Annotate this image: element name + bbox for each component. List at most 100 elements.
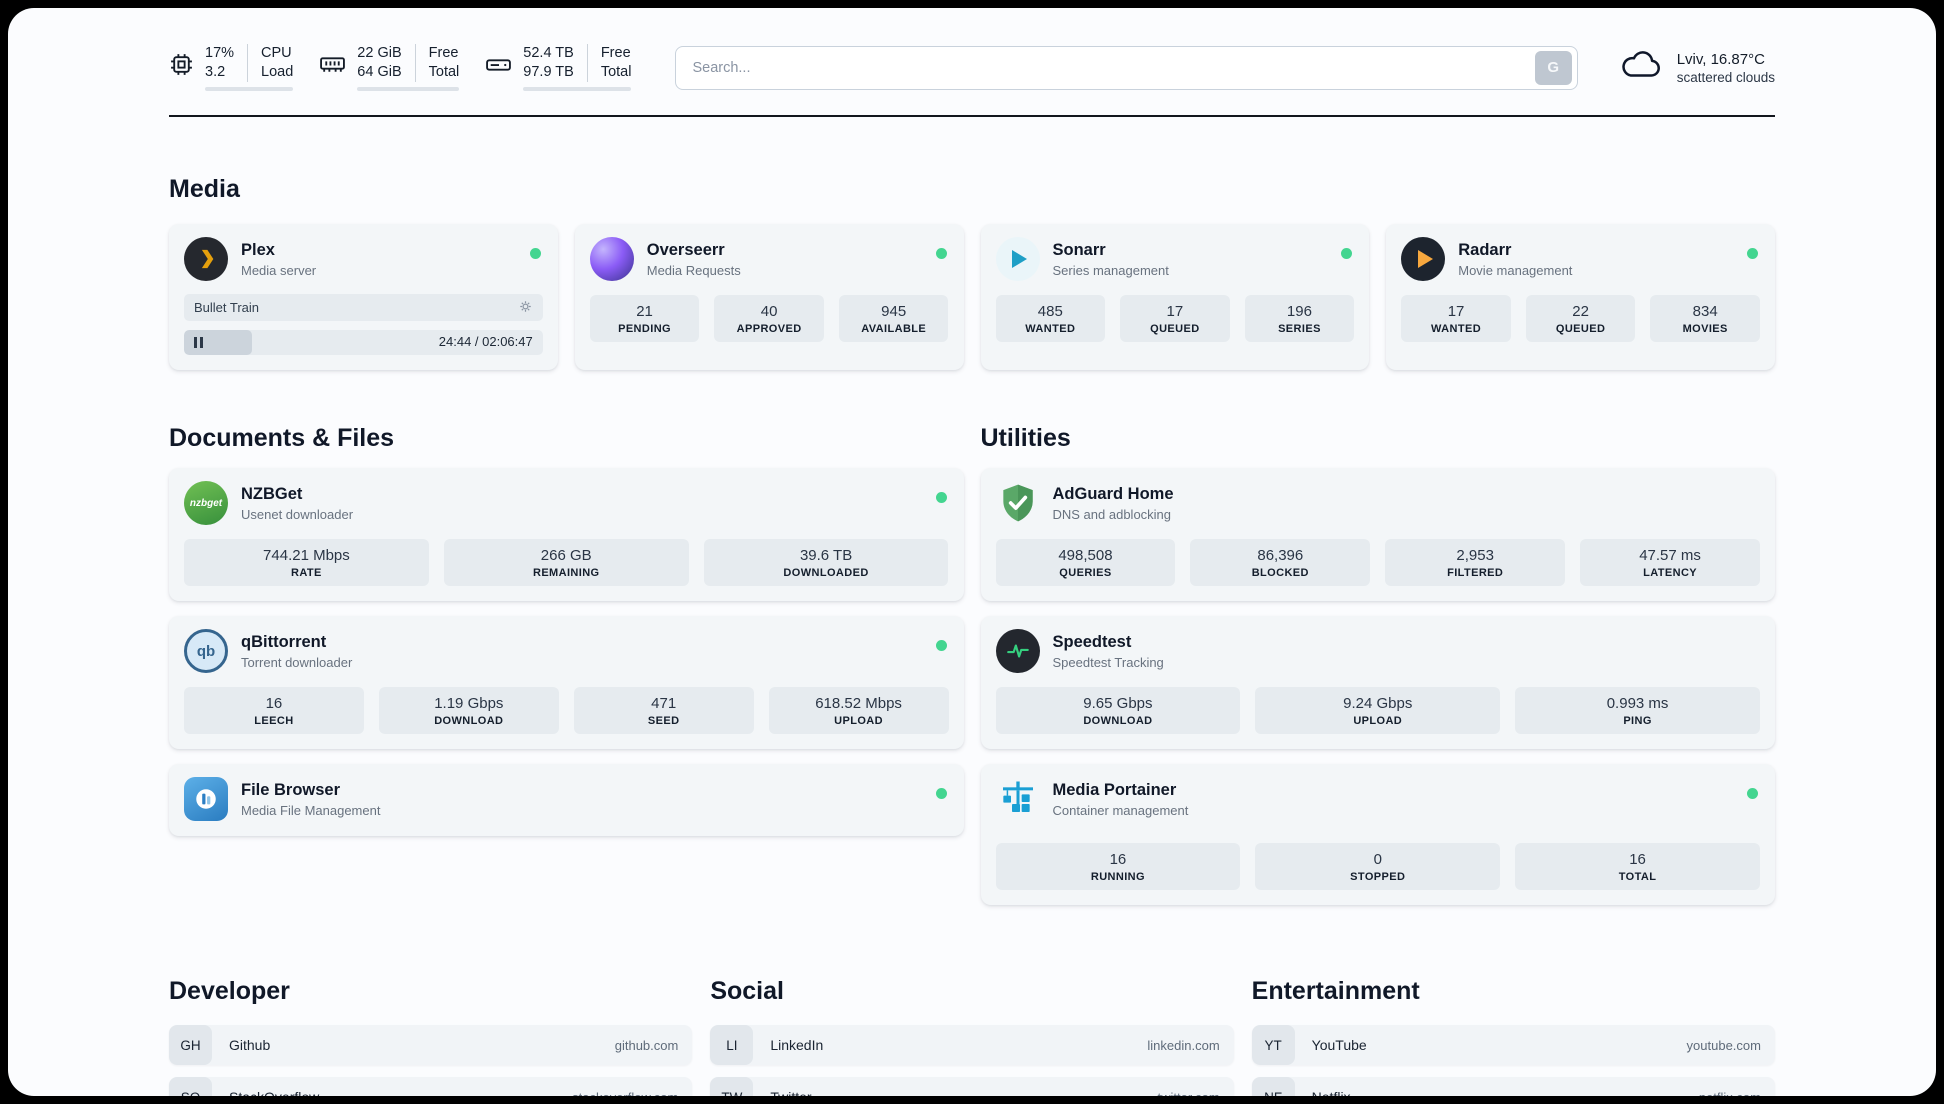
bookmark-github[interactable]: GH Github github.com: [169, 1025, 693, 1065]
cpu-load-value: 3.2: [205, 64, 226, 80]
overseerr-icon: [589, 237, 634, 281]
app-name: AdGuard Home: [1052, 484, 1174, 503]
header-divider: [169, 115, 1775, 117]
disk-widget: 52.4 TB Free 97.9 TB Total: [485, 44, 632, 91]
stat-movies: 834 MOVIES: [1650, 295, 1760, 342]
section-media: Media Plex Media server Bullet Train: [169, 175, 1775, 370]
dashboard-page: 17% CPU 3.2 Load 22 GiB Free 64 GiB Tota…: [8, 8, 1936, 1096]
weather-condition: scattered clouds: [1676, 69, 1775, 85]
app-card-speedtest[interactable]: Speedtest Speedtest Tracking 9.65 Gbps D…: [980, 616, 1775, 749]
app-subtitle: Series management: [1052, 262, 1169, 278]
ram-free-label: Free: [414, 44, 460, 63]
section-documents: Documents & Files nzbget NZBGet Usenet d…: [169, 424, 964, 836]
section-title-developer: Developer: [169, 977, 290, 1005]
app-subtitle: Media server: [241, 262, 317, 278]
app-card-qbittorrent[interactable]: qb qBittorrent Torrent downloader 16 LEE…: [169, 616, 964, 749]
app-card-nzbget[interactable]: nzbget NZBGet Usenet downloader 744.21 M…: [169, 468, 964, 601]
stat-blocked: 86,396 BLOCKED: [1190, 539, 1371, 586]
app-card-adguard[interactable]: AdGuard Home DNS and adblocking 498,508 …: [980, 468, 1775, 601]
status-dot: [1747, 788, 1758, 799]
radarr-icon: [1401, 237, 1446, 281]
stat-queries: 498,508 QUERIES: [995, 539, 1176, 586]
cloud-icon: [1618, 49, 1664, 86]
app-card-sonarr[interactable]: Sonarr Series management 485 WANTED 17 Q…: [980, 224, 1370, 370]
stat-series: 196 SERIES: [1244, 295, 1355, 342]
speedtest-icon: [995, 629, 1040, 673]
weather-location: Lviv, 16.87°C: [1676, 50, 1765, 68]
status-dot: [935, 492, 947, 503]
app-name: Overseerr: [646, 240, 725, 259]
app-card-plex[interactable]: Plex Media server Bullet Train 24:44 / 0…: [169, 224, 558, 370]
section-utilities: Utilities AdGuard Home DNS and adblockin…: [980, 424, 1775, 905]
app-card-overseerr[interactable]: Overseerr Media Requests 21 PENDING 40 A…: [574, 224, 964, 370]
cpu-load-label: Load: [247, 63, 293, 82]
app-card-radarr[interactable]: Radarr Movie management 17 WANTED 22 QUE…: [1386, 224, 1775, 370]
ram-icon: [319, 52, 346, 82]
app-subtitle: Usenet downloader: [241, 506, 354, 522]
nzbget-icon: nzbget: [184, 481, 228, 525]
status-dot: [1747, 248, 1758, 259]
disk-total-label: Total: [586, 63, 631, 82]
filebrowser-icon: [184, 777, 228, 821]
app-subtitle: Media Requests: [646, 262, 741, 278]
stat-wanted: 485 WANTED: [995, 295, 1106, 342]
pause-icon[interactable]: [194, 337, 203, 348]
app-name: Speedtest: [1052, 632, 1132, 651]
app-subtitle: Speedtest Tracking: [1052, 654, 1164, 670]
search-box: G: [675, 45, 1578, 90]
app-name: NZBGet: [241, 484, 303, 503]
bookmark-linkedin[interactable]: LI LinkedIn linkedin.com: [710, 1025, 1234, 1065]
stat-seed: 471 SEED: [573, 687, 754, 734]
bookmark-netflix[interactable]: NF Netflix netflix.com: [1251, 1077, 1775, 1096]
search-input[interactable]: [692, 59, 1535, 76]
stat-leech: 16 LEECH: [184, 687, 364, 734]
bookmark-group-entertainment: Entertainment YT YouTube youtube.com NF …: [1251, 977, 1775, 1096]
bookmark-group-social: Social LI LinkedIn linkedin.com TW Twitt…: [710, 977, 1234, 1096]
app-name: File Browser: [241, 780, 341, 799]
app-subtitle: Movie management: [1458, 262, 1573, 278]
stat-running: 16 RUNNING: [995, 843, 1241, 890]
section-title-documents: Documents & Files: [169, 424, 395, 452]
sonarr-icon: [995, 237, 1040, 281]
stat-total: 16 TOTAL: [1515, 843, 1760, 890]
bookmark-group-developer: Developer GH Github github.com SO StackO…: [169, 977, 693, 1096]
bookmark-youtube[interactable]: YT YouTube youtube.com: [1251, 1025, 1775, 1065]
app-name: Media Portainer: [1052, 780, 1177, 799]
now-playing-title: Bullet Train: [194, 300, 260, 315]
stat-queued: 17 QUEUED: [1120, 295, 1230, 342]
bookmark-badge: SO: [169, 1077, 212, 1096]
bookmark-badge: TW: [710, 1077, 754, 1096]
section-title-utilities: Utilities: [980, 424, 1071, 452]
stat-latency: 47.57 ms LATENCY: [1580, 539, 1760, 586]
status-dot: [529, 248, 541, 259]
portainer-crane-icon: [996, 777, 1040, 821]
player-progress-bar[interactable]: 24:44 / 02:06:47: [184, 330, 543, 355]
disk-free-label: Free: [586, 44, 632, 63]
cpu-widget: 17% CPU 3.2 Load: [169, 44, 294, 91]
adguard-shield-icon: [996, 481, 1040, 525]
cpu-label: CPU: [247, 44, 293, 63]
app-card-filebrowser[interactable]: File Browser Media File Management: [169, 764, 964, 836]
now-playing-row: Bullet Train: [184, 294, 543, 321]
app-card-portainer[interactable]: Media Portainer Container management 16 …: [980, 764, 1775, 905]
app-subtitle: Torrent downloader: [241, 654, 353, 670]
stat-remaining: 266 GB REMAINING: [443, 539, 689, 586]
app-name: Plex: [241, 240, 275, 259]
section-title-entertainment: Entertainment: [1251, 977, 1420, 1005]
ram-total-value: 64 GiB: [357, 64, 402, 80]
bookmark-badge: GH: [169, 1025, 212, 1065]
stat-available: 945 AVAILABLE: [838, 295, 949, 342]
player-settings-gear-icon[interactable]: [518, 299, 533, 317]
app-subtitle: DNS and adblocking: [1052, 506, 1172, 522]
status-dot: [935, 248, 947, 259]
app-subtitle: Container management: [1052, 802, 1189, 818]
stat-pending: 21 PENDING: [589, 295, 700, 342]
search-engine-button[interactable]: G: [1534, 50, 1572, 85]
section-title-media: Media: [169, 175, 240, 203]
stat-upload: 618.52 Mbps UPLOAD: [768, 687, 949, 734]
stat-filtered: 2,953 FILTERED: [1385, 539, 1566, 586]
bookmark-twitter[interactable]: TW Twitter twitter.com: [710, 1077, 1234, 1096]
stat-downloaded: 39.6 TB DOWNLOADED: [703, 539, 949, 586]
bookmark-stackoverflow[interactable]: SO StackOverflow stackoverflow.com: [169, 1077, 693, 1096]
